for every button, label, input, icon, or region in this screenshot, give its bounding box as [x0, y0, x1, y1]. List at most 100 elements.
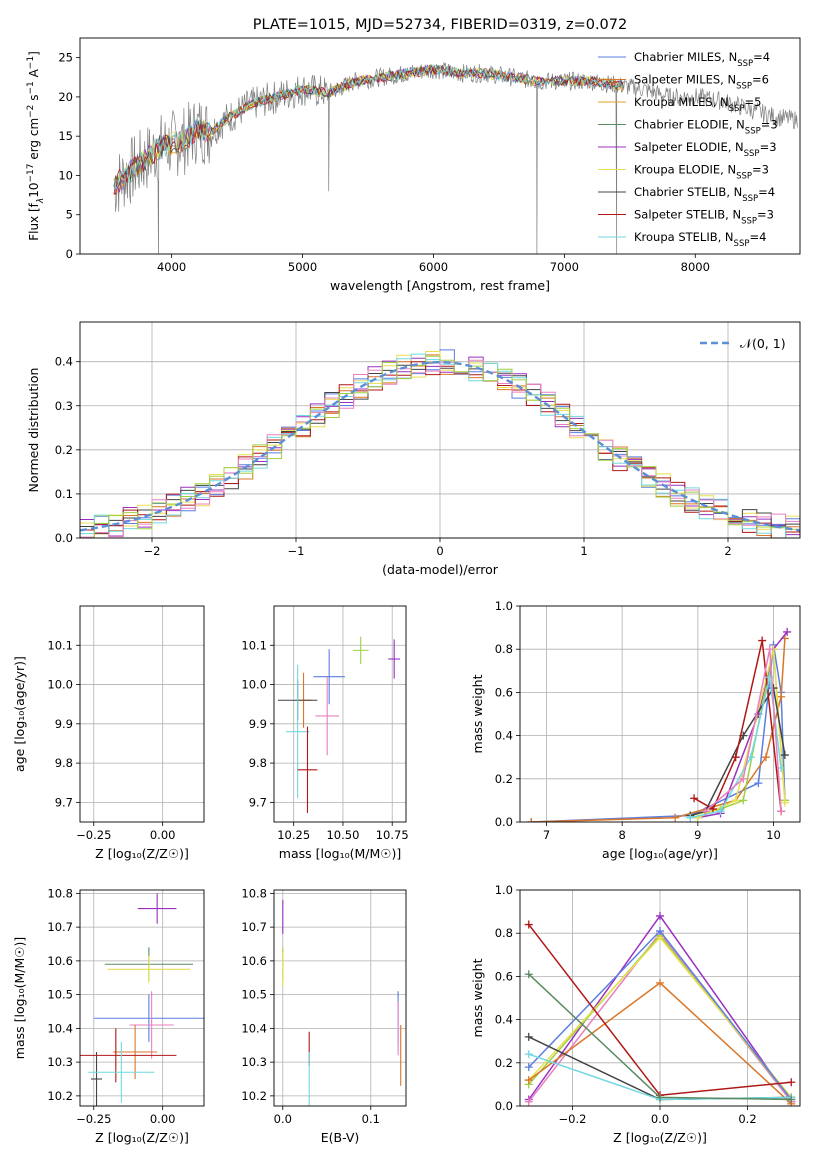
- axes-frame: [273, 605, 407, 823]
- y-tick-label: 9.9: [55, 717, 73, 731]
- y-tick-label: 10: [58, 168, 73, 182]
- y-tick-label: 0.2: [55, 443, 73, 457]
- legend-entry-tail: =3: [760, 140, 777, 154]
- weight-point: [739, 774, 748, 783]
- x-tick-label: 10.75: [376, 828, 409, 842]
- y-tick-label: 20: [58, 90, 73, 104]
- legend-entry-name: Salpeter ELODIE, N: [634, 140, 744, 154]
- y-tick-label: 0.4: [495, 729, 513, 743]
- y-axis-label: Normed distribution: [26, 368, 41, 493]
- weight-point: [787, 1078, 796, 1087]
- x-axis-label: Z [log₁₀(Z/Z☉)]: [613, 1130, 707, 1145]
- weight-line: [531, 638, 786, 822]
- legend-entry-name: Chabrier MILES, N: [634, 50, 737, 64]
- y-tick-label: 0.0: [55, 531, 73, 545]
- x-tick-label: 0: [436, 544, 443, 558]
- x-axis-label: age [log₁₀(age/yr)]: [602, 846, 718, 861]
- y-tick-label: 0: [66, 247, 73, 261]
- weight-point: [524, 1097, 533, 1106]
- x-tick-label: 4000: [157, 260, 186, 274]
- weight-point: [739, 796, 748, 805]
- axes-frame: [79, 37, 801, 255]
- model-spectrum-line: [113, 65, 624, 195]
- y-tick-label: 1.0: [495, 883, 513, 897]
- weight-point: [524, 970, 533, 979]
- y-axis-label: mass [log₁₀(M/M☉)]: [12, 937, 27, 1059]
- x-axis-label: wavelength [Angstrom, rest frame]: [330, 278, 550, 293]
- weight-point: [656, 911, 664, 920]
- weight-point: [731, 753, 740, 762]
- weight-point: [524, 1032, 533, 1041]
- weight-point: [524, 1063, 533, 1072]
- mass-vs-ebv-panel: 0.0 0.1 10.2 10.3 10.4 10.5 10.6 10.7 10.8 E(B-V): [241, 886, 407, 1145]
- y-axis-label: mass weight: [470, 674, 485, 753]
- weight-point: [686, 813, 695, 822]
- legend-entry-sub: SSP: [737, 59, 753, 69]
- weight-point: [527, 818, 536, 822]
- y-tick-label: 9.7: [55, 795, 73, 809]
- y-tick-label: 5: [66, 208, 73, 222]
- error-bars: [277, 636, 401, 813]
- y-tick-label: 0.0: [495, 815, 513, 829]
- y-axis-label-part: s: [27, 95, 41, 105]
- legend-entry: Kroupa MILES, NSSP=5: [634, 95, 761, 114]
- model-spectrum-line: [113, 64, 624, 191]
- axes-frame: [79, 605, 205, 823]
- y-tick-label: 0.6: [495, 685, 513, 699]
- x-tick-label: 0.1: [362, 1112, 380, 1126]
- legend-entry-name: Salpeter STELIB, N: [634, 208, 741, 222]
- weight-point: [780, 798, 789, 807]
- x-tick-label: −0.25: [76, 1112, 111, 1126]
- x-tick-label: 7000: [550, 260, 579, 274]
- y-tick-label: 0.4: [55, 355, 73, 369]
- legend-entry: Kroupa STELIB, NSSP=4: [634, 230, 766, 249]
- x-axis-label: (data-model)/error: [382, 562, 499, 577]
- weight-point: [690, 794, 699, 803]
- legend-entry-tail: =6: [752, 73, 769, 87]
- weight-line: [693, 640, 782, 812]
- weight-point: [708, 805, 717, 814]
- x-tick-label: 0.2: [738, 1112, 756, 1126]
- y-tick-label: 10.6: [241, 954, 267, 968]
- residuals-panel: −2 −1 0 1 2 0.0 0.1 0.2 0.3 0.4 (data-model)/error…: [26, 321, 801, 577]
- weight-point: [780, 751, 789, 760]
- y-tick-label: 0.8: [495, 926, 513, 940]
- weight-point: [777, 692, 786, 701]
- x-tick-label: 0.0: [274, 1112, 292, 1126]
- legend-entry: 𝒩(0, 1): [740, 336, 786, 351]
- normal-reference-curve: [80, 360, 800, 532]
- weight-point: [783, 627, 792, 636]
- y-axis-label-part: Flux [f: [27, 202, 41, 240]
- y-axis-label-part: erg cm: [27, 118, 41, 164]
- x-tick-label: −0.25: [76, 828, 111, 842]
- weight-point: [731, 796, 740, 805]
- weight-point: [701, 807, 710, 816]
- legend-entry: Kroupa ELODIE, NSSP=3: [634, 163, 769, 182]
- y-tick-label: 10.5: [47, 988, 73, 1002]
- error-bars: [282, 900, 402, 1106]
- weight-vs-z-panel: −0.2 0.0 0.2 0.0 0.2 0.4 0.6 0.8 1.0 Z [log₁₀(Z/Z…: [470, 883, 801, 1145]
- y-axis-label: mass weight: [470, 958, 485, 1037]
- histogram-line: [80, 355, 800, 538]
- weight-line: [531, 644, 786, 822]
- x-tick-label: −0.2: [559, 1112, 587, 1126]
- y-tick-label: 9.9: [249, 717, 267, 731]
- y-axis-label: age [log₁₀(age/yr)]: [12, 656, 27, 772]
- x-axis-label: mass [log₁₀(M/M☉)]: [279, 846, 401, 861]
- weight-point: [754, 779, 763, 788]
- spectrum-lines: [113, 62, 798, 254]
- y-tick-label: 10.4: [241, 1021, 267, 1035]
- x-tick-label: 10: [766, 828, 781, 842]
- y-tick-label: 15: [58, 129, 73, 143]
- y-tick-label: 10.2: [47, 1089, 73, 1103]
- axes-frame: [79, 889, 205, 1107]
- y-tick-label: 0.2: [495, 1056, 513, 1070]
- legend-entry-tail: =5: [744, 95, 761, 109]
- weight-point: [656, 1093, 664, 1102]
- model-spectrum-line: [113, 63, 624, 187]
- legend-entry-sub: SSP: [736, 82, 752, 92]
- y-tick-label: 10.1: [241, 638, 267, 652]
- legend-entry-tail: =3: [761, 118, 778, 132]
- legend-entry-name: Kroupa MILES, N: [634, 95, 729, 109]
- y-tick-label: 9.8: [55, 756, 73, 770]
